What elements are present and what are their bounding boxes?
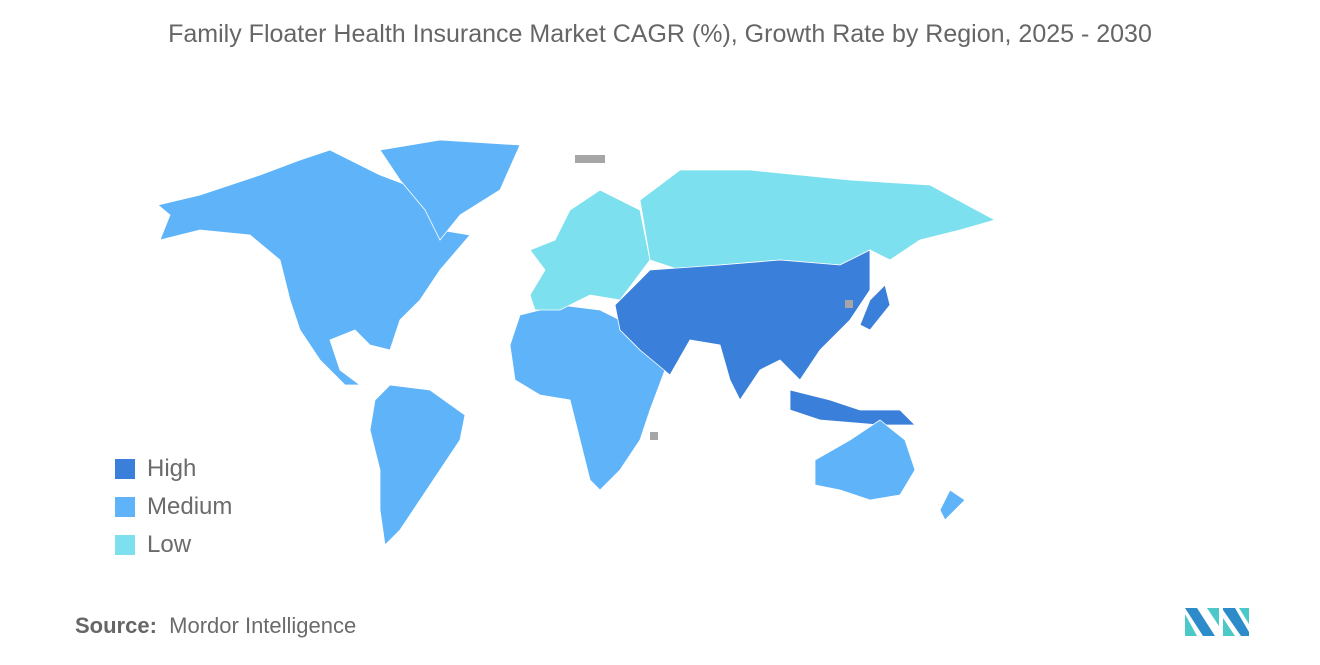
source-value: Mordor Intelligence [169,613,357,638]
region-southeast-asia-islands [789,389,916,426]
legend-item-high: High [115,450,232,488]
region-no-data [650,432,658,440]
legend-swatch-medium [115,497,135,517]
legend-item-medium: Medium [115,488,232,526]
legend-label: Low [147,531,192,558]
region-japan [859,284,891,331]
source-label: Source: [75,613,157,638]
region-russia [639,169,997,271]
region-australia [814,419,916,501]
mordor-logo [1185,608,1249,636]
region-no-data [575,155,605,163]
region-north-america [157,149,471,386]
region-europe [529,189,651,311]
chart-title: Family Floater Health Insurance Market C… [168,20,1152,48]
region-asia [614,249,871,401]
legend-label: High [147,455,197,482]
legend-swatch-low [115,535,135,555]
region-africa [509,304,666,491]
legend-label: Medium [147,493,233,520]
region-south-america [369,384,466,546]
legend-item-low: Low [115,526,232,564]
region-new-zealand [939,489,966,521]
source: Source: Mordor Intelligence [75,613,356,639]
legend: High Medium Low [115,450,232,564]
region-no-data [845,300,853,308]
region-greenland [379,139,521,241]
legend-swatch-high [115,459,135,479]
